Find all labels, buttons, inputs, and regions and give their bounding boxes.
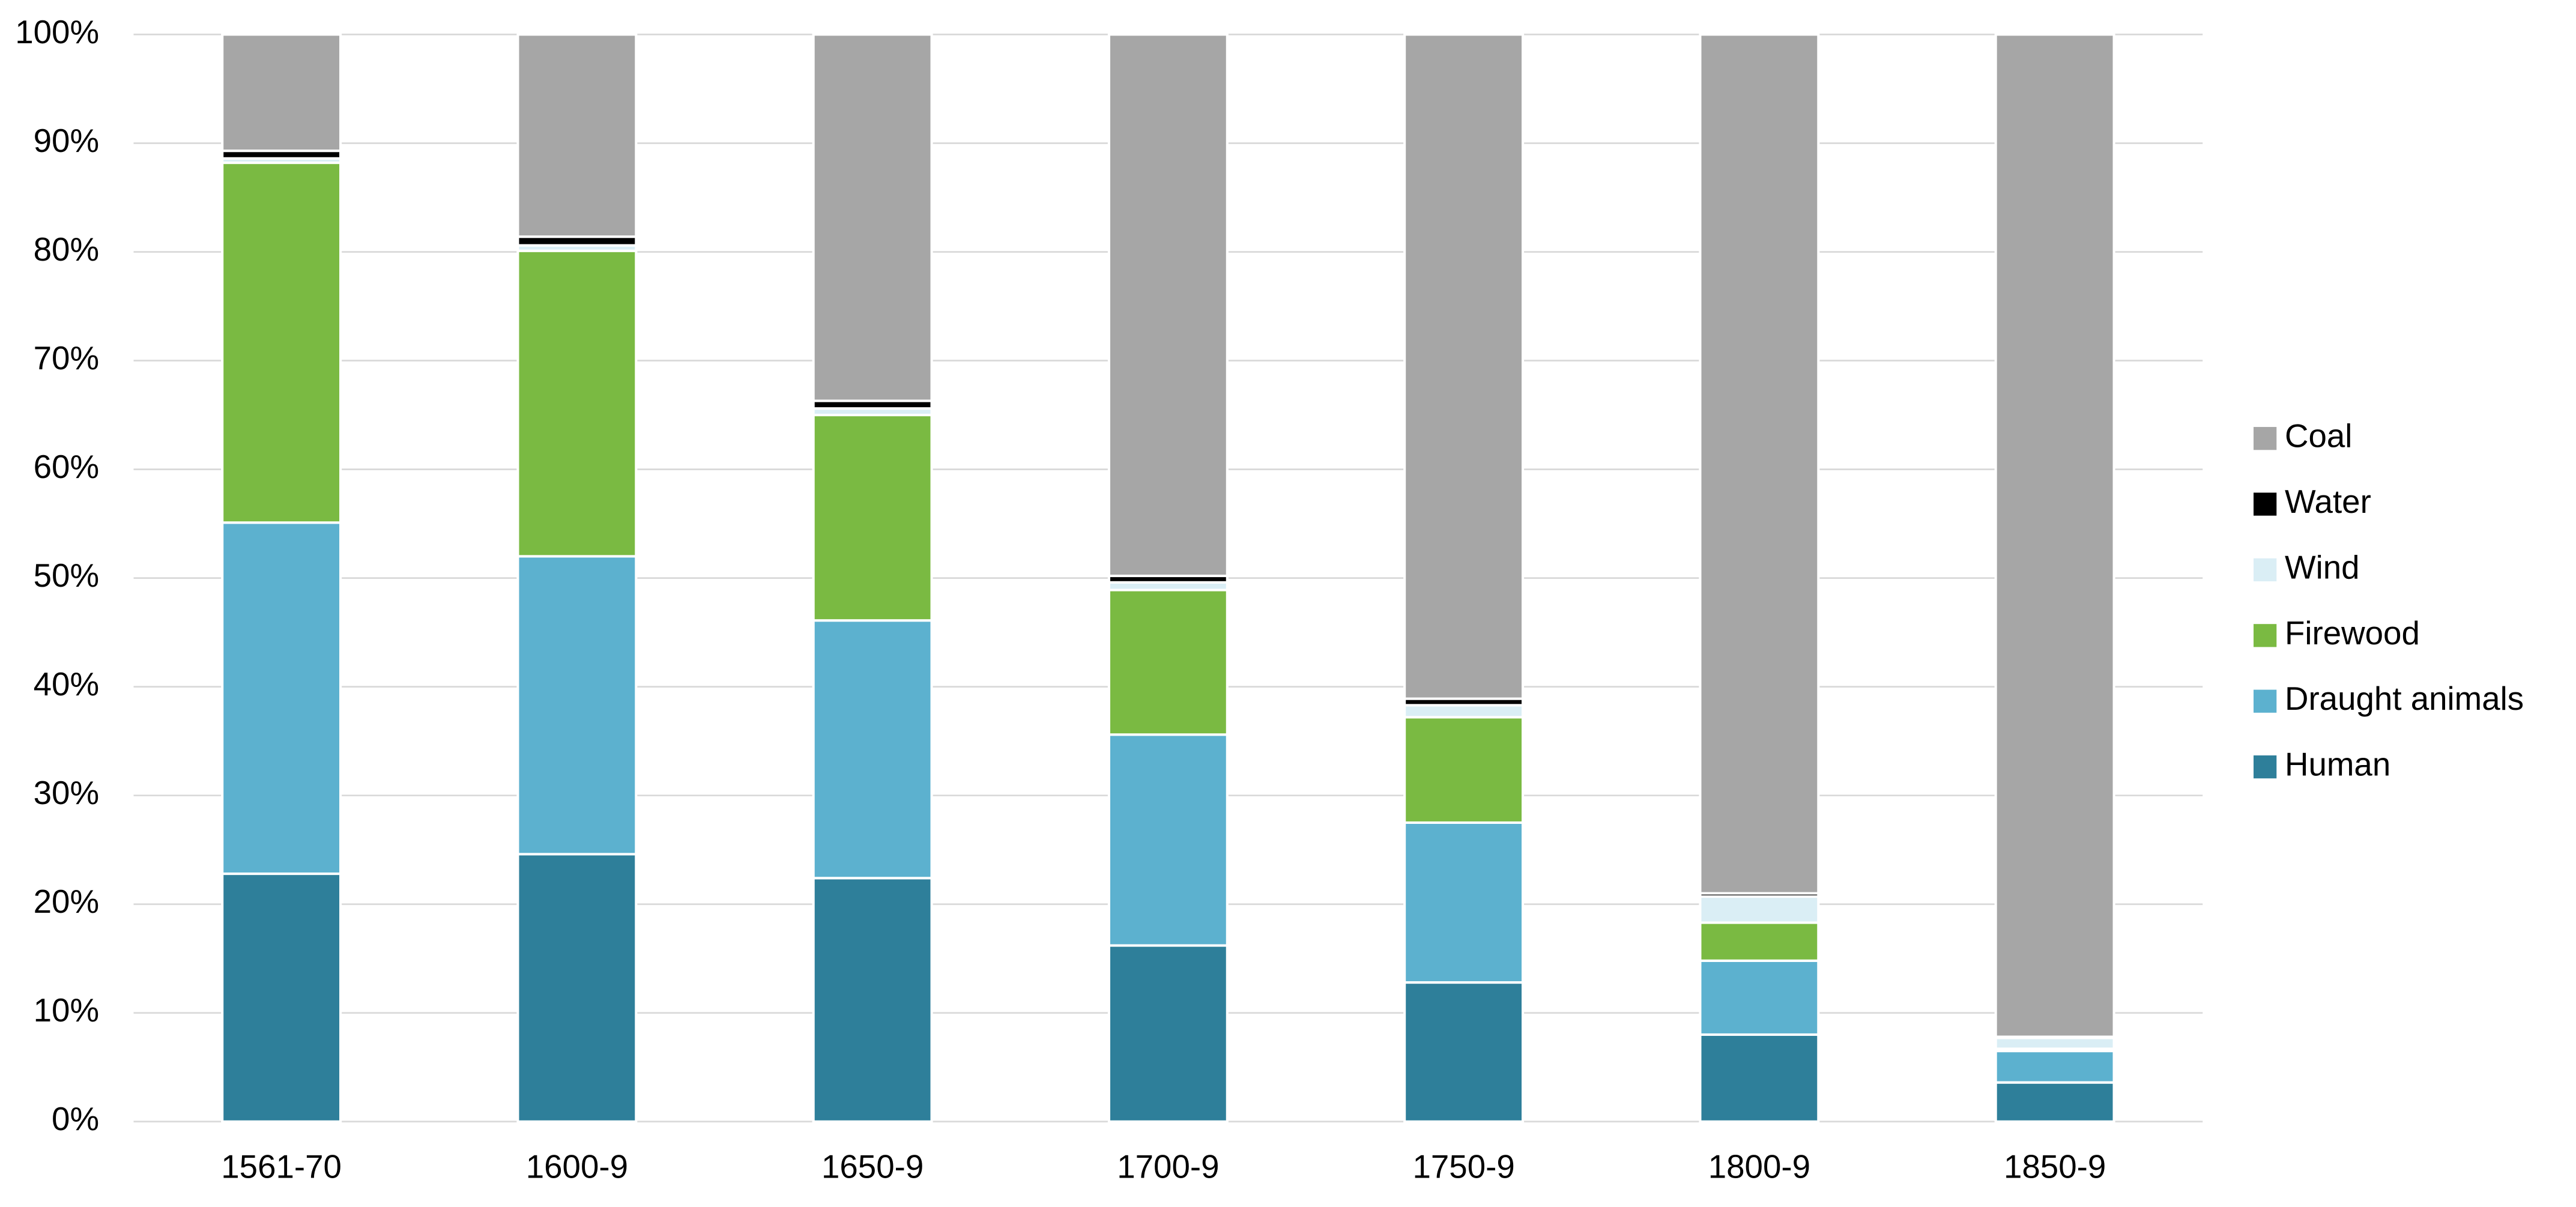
legend-swatch xyxy=(2254,624,2277,647)
legend-swatch xyxy=(2254,492,2277,516)
y-tick-label: 20% xyxy=(34,883,99,920)
bar-segment xyxy=(516,235,638,247)
y-tick-label: 80% xyxy=(34,231,99,268)
bar-segment xyxy=(1994,33,2115,1038)
y-tick-label: 30% xyxy=(34,774,99,811)
bar-segment xyxy=(1699,895,1820,924)
bar-segment xyxy=(1699,33,1820,895)
bar-segment xyxy=(221,162,342,524)
x-tick-label: 1650-9 xyxy=(821,1148,924,1185)
y-tick-label: 100% xyxy=(15,13,99,50)
y-tick-label: 50% xyxy=(34,557,99,594)
bar-segment xyxy=(1107,33,1229,578)
x-tick-label: 1600-9 xyxy=(526,1148,628,1185)
bar-segment xyxy=(1699,1033,1820,1123)
bar-segment xyxy=(221,872,342,1123)
y-tick-label: 40% xyxy=(34,665,99,703)
bar-segment xyxy=(1994,1050,2115,1084)
legend-label: Human xyxy=(2285,746,2390,783)
y-tick-label: 0% xyxy=(52,1100,99,1137)
legend-swatch xyxy=(2254,755,2277,779)
y-tick-label: 10% xyxy=(34,991,99,1029)
y-tick-label: 90% xyxy=(34,122,99,159)
legend-label: Wind xyxy=(2285,548,2360,585)
bar-segment xyxy=(1403,33,1525,700)
bar-segment xyxy=(221,33,342,153)
bar-segment xyxy=(1699,921,1820,962)
bar-segment xyxy=(812,877,933,1123)
legend-label: Water xyxy=(2285,483,2371,520)
x-tick-label: 1700-9 xyxy=(1117,1148,1219,1185)
legend-label: Firewood xyxy=(2285,614,2420,652)
legend-label: Coal xyxy=(2285,417,2352,455)
bar-segment xyxy=(516,33,638,238)
y-tick-label: 60% xyxy=(34,448,99,485)
x-tick-label: 1850-9 xyxy=(2004,1148,2106,1185)
bar-segment xyxy=(1107,588,1229,736)
bar-segment xyxy=(812,619,933,880)
bar-segment xyxy=(812,414,933,622)
bar-segment xyxy=(1403,704,1525,719)
bar-segment xyxy=(516,555,638,856)
bar-segment xyxy=(1994,1036,2115,1050)
x-tick-label: 1561-70 xyxy=(221,1148,342,1185)
legend-label: Draught animals xyxy=(2285,680,2524,717)
bar-segment xyxy=(1994,1081,2115,1123)
bar-segment xyxy=(1403,716,1525,824)
legend-swatch xyxy=(2254,689,2277,713)
bar-segment xyxy=(221,521,342,876)
bar-segment xyxy=(1699,959,1820,1036)
x-tick-label: 1800-9 xyxy=(1708,1148,1810,1185)
bar-segment xyxy=(1107,733,1229,947)
x-tick-label: 1750-9 xyxy=(1412,1148,1514,1185)
bar-segment xyxy=(1403,821,1525,984)
bar-segment xyxy=(1403,981,1525,1123)
bar-segment xyxy=(1107,944,1229,1123)
bar-segment xyxy=(516,249,638,558)
legend-swatch xyxy=(2254,558,2277,582)
bar-segment xyxy=(516,853,638,1123)
y-tick-label: 70% xyxy=(34,339,99,377)
legend-swatch xyxy=(2254,427,2277,450)
bar-segment xyxy=(812,33,933,402)
